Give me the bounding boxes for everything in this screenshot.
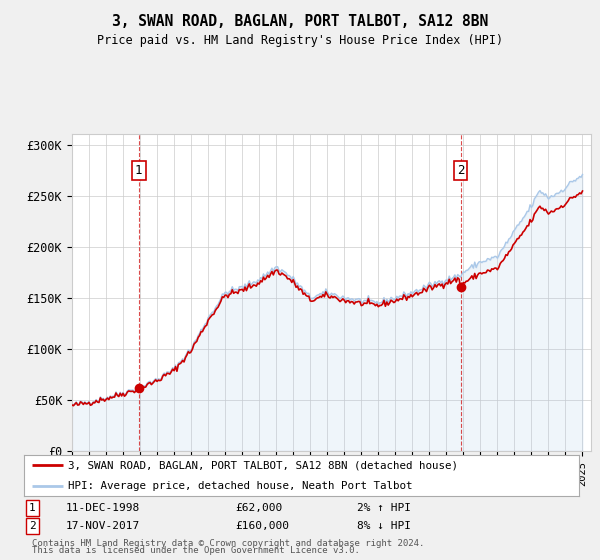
Text: 8% ↓ HPI: 8% ↓ HPI: [357, 521, 411, 531]
Text: This data is licensed under the Open Government Licence v3.0.: This data is licensed under the Open Gov…: [32, 545, 360, 554]
Text: 11-DEC-1998: 11-DEC-1998: [65, 503, 140, 513]
Text: 3, SWAN ROAD, BAGLAN, PORT TALBOT, SA12 8BN: 3, SWAN ROAD, BAGLAN, PORT TALBOT, SA12 …: [112, 14, 488, 29]
Text: £62,000: £62,000: [235, 503, 282, 513]
Text: Contains HM Land Registry data © Crown copyright and database right 2024.: Contains HM Land Registry data © Crown c…: [32, 539, 425, 548]
Text: 3, SWAN ROAD, BAGLAN, PORT TALBOT, SA12 8BN (detached house): 3, SWAN ROAD, BAGLAN, PORT TALBOT, SA12 …: [68, 460, 458, 470]
Text: 1: 1: [135, 164, 142, 178]
Text: 17-NOV-2017: 17-NOV-2017: [65, 521, 140, 531]
Text: £160,000: £160,000: [235, 521, 289, 531]
Text: 1: 1: [29, 503, 36, 513]
Text: HPI: Average price, detached house, Neath Port Talbot: HPI: Average price, detached house, Neat…: [68, 480, 413, 491]
Text: 2% ↑ HPI: 2% ↑ HPI: [357, 503, 411, 513]
Text: Price paid vs. HM Land Registry's House Price Index (HPI): Price paid vs. HM Land Registry's House …: [97, 34, 503, 46]
Text: 2: 2: [29, 521, 36, 531]
Text: 2: 2: [457, 164, 464, 178]
